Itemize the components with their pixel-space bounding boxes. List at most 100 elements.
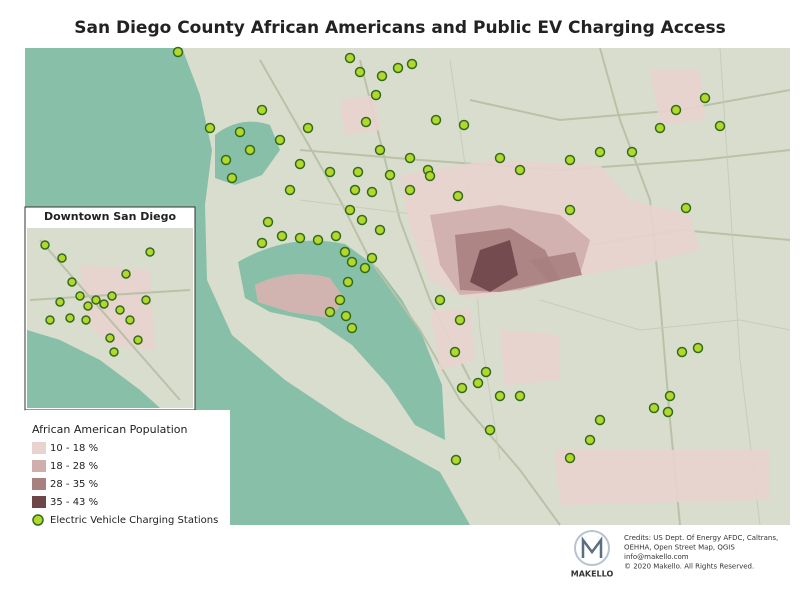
station-icon: [226, 172, 238, 184]
station-icon: [626, 146, 638, 158]
station-icon: [75, 291, 85, 301]
tract-zone: [255, 274, 345, 318]
census-tracts: [255, 70, 770, 505]
station-icon: [346, 256, 358, 268]
station-icon: [344, 52, 356, 64]
station-icon: [424, 170, 436, 182]
station-icon: [45, 315, 55, 325]
tract-zone: [340, 95, 380, 135]
station-icon: [352, 166, 364, 178]
legend-stations-label: Electric Vehicle Charging Stations: [50, 515, 218, 526]
station-icon: [107, 291, 117, 301]
station-icon: [294, 232, 306, 244]
station-icon: [340, 310, 352, 322]
station-icon: [334, 294, 346, 306]
station-icon: [699, 92, 711, 104]
station-icon: [344, 204, 356, 216]
station-icon: [105, 333, 115, 343]
station-icon: [366, 252, 378, 264]
credits: Credits: US Dept. Of Energy AFDC, Caltra…: [624, 534, 778, 571]
station-icon: [121, 269, 131, 279]
credit-line: OEHHA, Open Street Map, QGIS: [624, 544, 735, 552]
station-icon: [392, 62, 404, 74]
station-icon: [670, 104, 682, 116]
tract-zone: [555, 450, 770, 505]
legend-title: African American Population: [32, 423, 188, 436]
station-icon: [302, 122, 314, 134]
inset-charging-stations: [40, 240, 155, 357]
station-icon: [456, 382, 468, 394]
legend-box: [25, 410, 230, 530]
station-icon: [494, 152, 506, 164]
credit-line: info@makello.com: [624, 553, 689, 561]
station-icon: [324, 166, 336, 178]
legend-label: 10 - 18 %: [50, 443, 98, 454]
station-icon: [449, 346, 461, 358]
station-icon: [494, 390, 506, 402]
station-icon: [67, 277, 77, 287]
station-icon: [454, 314, 466, 326]
credit-line: Credits: US Dept. Of Energy AFDC, Caltra…: [624, 534, 778, 542]
station-icon: [450, 454, 462, 466]
inset: Downtown San Diego: [24, 206, 196, 411]
station-icon: [83, 301, 93, 311]
tract-zone: [470, 240, 518, 292]
station-icon: [356, 214, 368, 226]
station-icon: [692, 342, 704, 354]
station-icon: [359, 262, 371, 274]
legend-swatch: [32, 442, 46, 454]
station-icon: [284, 184, 296, 196]
station-icon: [662, 406, 674, 418]
logo-text: MAKELLO: [571, 570, 614, 579]
station-icon: [276, 230, 288, 242]
station-icon: [514, 390, 526, 402]
station-icon: [480, 366, 492, 378]
legend-label: 35 - 43 %: [50, 497, 98, 508]
legend-label: 28 - 35 %: [50, 479, 98, 490]
station-icon: [145, 247, 155, 257]
station-icon: [680, 202, 692, 214]
station-icon: [55, 297, 65, 307]
legend: African American Population 10 - 18 % 18 …: [25, 410, 230, 530]
station-icon: [404, 184, 416, 196]
station-icon: [342, 276, 354, 288]
tract-zone: [430, 310, 475, 370]
station-icon: [262, 216, 274, 228]
station-icon: [458, 119, 470, 131]
logo-mark: [581, 536, 603, 558]
station-icon: [339, 246, 351, 258]
station-icon: [564, 204, 576, 216]
legend-items: 10 - 18 % 18 - 28 % 28 - 35 % 35 - 43 %: [32, 442, 98, 508]
station-icon: [714, 120, 726, 132]
inset-bay: [27, 330, 160, 408]
station-icon: [109, 347, 119, 357]
credit-line: © 2020 Makello. All Rights Reserved.: [624, 563, 754, 571]
inset-title: Downtown San Diego: [44, 210, 177, 223]
station-icon: [404, 152, 416, 164]
station-icon: [430, 114, 442, 126]
station-icon: [564, 154, 576, 166]
station-icon: [360, 116, 372, 128]
station-icon: [57, 253, 67, 263]
station-icon: [133, 335, 143, 345]
station-icon: [654, 122, 666, 134]
legend-swatch: [32, 460, 46, 472]
station-icon: [472, 377, 484, 389]
legend-label: 18 - 28 %: [50, 461, 98, 472]
station-icon: [330, 230, 342, 242]
station-icon: [484, 424, 496, 436]
station-icon: [648, 402, 660, 414]
station-icon: [676, 346, 688, 358]
station-icon: [594, 414, 606, 426]
station-icon: [256, 237, 268, 249]
charging-stations: [172, 46, 726, 466]
legend-swatch: [32, 496, 46, 508]
station-icon: [40, 240, 50, 250]
station-icon: [32, 514, 44, 526]
logo-ring: [574, 530, 610, 566]
station-icon: [406, 58, 418, 70]
station-icon: [664, 390, 676, 402]
station-icon: [354, 66, 366, 78]
map-title: San Diego County African Americans and P…: [74, 18, 726, 38]
